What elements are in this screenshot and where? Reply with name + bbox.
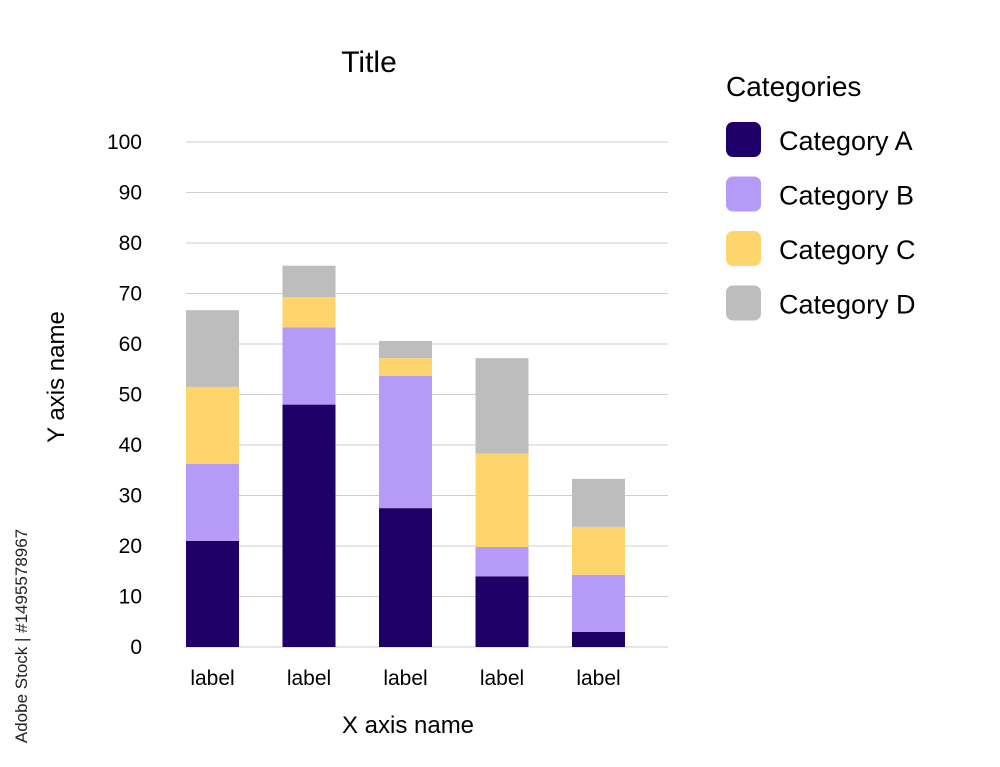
legend-swatch [726,122,761,157]
bar-segment [379,358,432,376]
bar-segment [379,340,432,359]
legend-label: Category A [779,126,913,156]
bar-segment [475,453,529,548]
legend-swatch [726,285,761,321]
bar-segment [379,508,432,647]
bar-segment [475,358,529,454]
bar-segment [572,574,625,632]
y-tick-label: 20 [119,535,142,558]
y-tick-label: 0 [130,636,142,659]
y-tick-label: 40 [119,434,142,457]
bar-segment [282,265,336,298]
y-tick-label: 70 [119,283,142,306]
y-tick-label: 50 [119,384,142,407]
legend-swatch [726,231,761,266]
bar-segment [475,576,529,647]
legend-label: Category B [779,181,914,211]
watermark-text: Adobe Stock | #1495578967 [12,529,31,743]
x-category-label: label [383,667,427,690]
bar-segment [475,547,529,577]
y-tick-labels: 0 10 20 30 40 50 60 70 80 90 100 [107,131,142,659]
chart-title: Title [341,46,397,79]
y-tick-label: 10 [119,586,142,609]
x-category-label: label [287,667,331,690]
bar-segment [282,404,336,647]
bar-segment [186,540,239,647]
y-tick-label: 100 [107,131,142,154]
bar-segment [379,375,432,509]
bar-segment [186,463,239,541]
x-category-label: label [190,667,234,690]
legend-swatch [726,176,761,212]
legend: Category A Category B Category C Category D [726,122,916,321]
x-category-label: label [576,667,620,690]
bar-segment [186,386,239,464]
legend-label: Category C [779,235,916,265]
y-tick-label: 30 [119,485,142,508]
legend-label: Category D [779,290,916,320]
bar-segment [572,631,625,647]
y-axis-title: Y axis name [43,311,70,443]
legend-title: Categories [726,71,861,102]
y-tick-label: 80 [119,232,142,255]
x-category-labels: label label label label label [190,667,620,690]
bar-segment [282,327,336,405]
x-category-label: label [480,667,524,690]
y-tick-label: 90 [119,182,142,205]
y-tick-label: 60 [119,333,142,356]
bar-segment [572,478,625,527]
bar-segment [186,310,239,387]
bar-segment [572,526,625,575]
bars [186,265,625,647]
bar-segment [282,297,336,328]
x-axis-title: X axis name [342,712,474,739]
